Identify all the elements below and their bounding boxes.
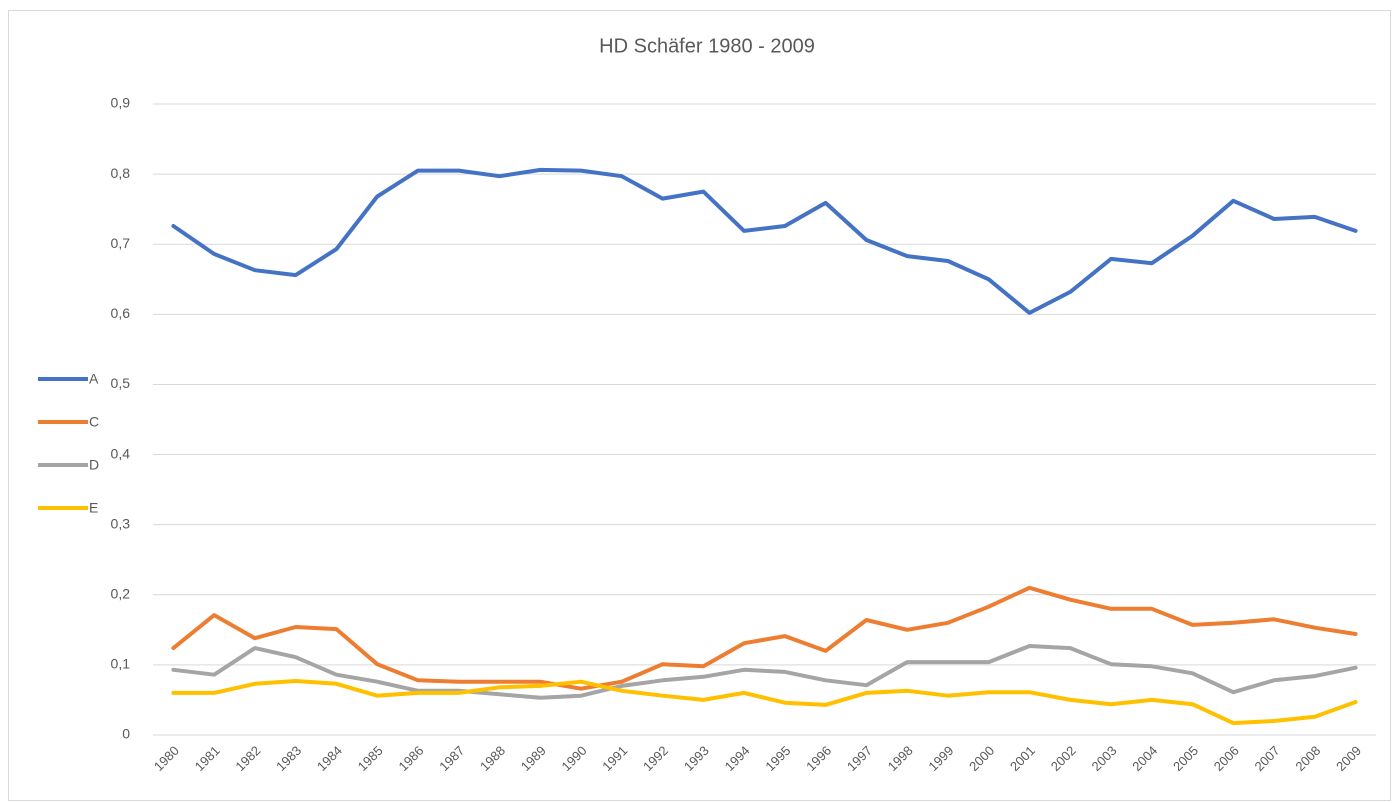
line-series bbox=[171, 167, 1358, 315]
y-tick-label: 0 bbox=[122, 726, 130, 742]
line-series bbox=[171, 585, 1358, 691]
y-tick-label: 0,5 bbox=[111, 375, 131, 391]
y-tick-label: 0,7 bbox=[111, 235, 131, 251]
legend-label: A bbox=[89, 371, 99, 387]
legend-label: E bbox=[89, 500, 98, 516]
y-tick-label: 0,4 bbox=[111, 445, 131, 461]
legend-label: D bbox=[89, 457, 99, 473]
y-tick-label: 0,1 bbox=[111, 656, 131, 672]
chart-title: HD Schäfer 1980 - 2009 bbox=[599, 35, 815, 57]
line-series bbox=[171, 644, 1358, 700]
y-tick-label: 0,3 bbox=[111, 515, 131, 531]
y-tick-label: 0,6 bbox=[111, 305, 131, 321]
y-tick-label: 0,9 bbox=[111, 95, 131, 111]
y-tick-label: 0,2 bbox=[111, 585, 131, 601]
y-tick-label: 0,8 bbox=[111, 165, 131, 181]
line-series bbox=[171, 679, 1358, 726]
chart-frame bbox=[8, 10, 1391, 801]
legend-label: C bbox=[89, 414, 99, 430]
